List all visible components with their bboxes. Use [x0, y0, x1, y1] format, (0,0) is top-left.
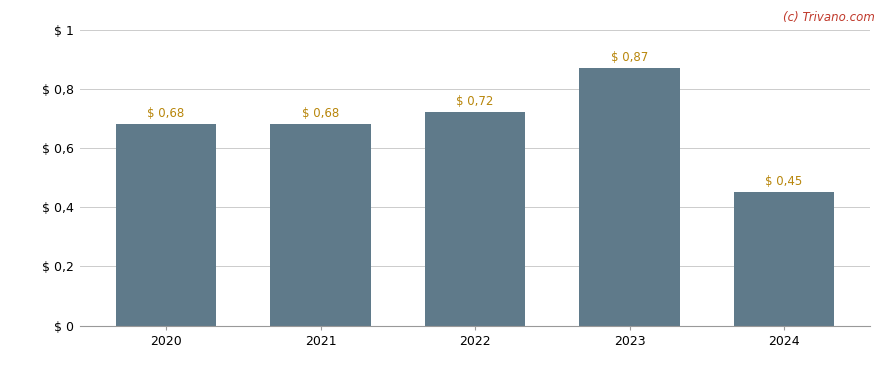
Bar: [424, 112, 526, 326]
Bar: [579, 68, 680, 326]
Bar: [270, 124, 371, 326]
Text: (c) Trivano.com: (c) Trivano.com: [783, 11, 875, 24]
Text: $ 0,72: $ 0,72: [456, 95, 494, 108]
Bar: [733, 192, 835, 326]
Text: $ 0,68: $ 0,68: [302, 107, 339, 120]
Text: $ 0,45: $ 0,45: [765, 175, 803, 188]
Bar: [115, 124, 217, 326]
Text: $ 0,68: $ 0,68: [147, 107, 185, 120]
Text: $ 0,87: $ 0,87: [611, 51, 648, 64]
